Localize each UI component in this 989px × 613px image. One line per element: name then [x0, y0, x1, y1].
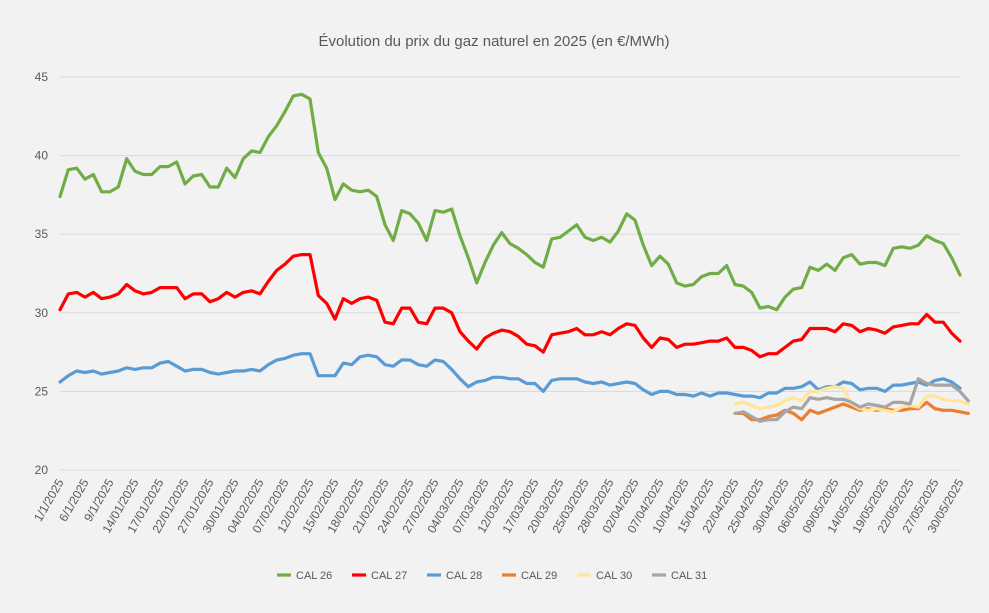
series-line-cal-26 — [58, 92, 962, 312]
y-axis-ticks: 20 25 30 35 40 45 — [35, 70, 49, 477]
y-tick-label: 20 — [35, 463, 49, 477]
gridlines — [60, 76, 960, 471]
legend: CAL 26 CAL 27 CAL 28 CAL 29 CAL 30 CAL 31 — [277, 570, 707, 582]
series-lines — [58, 92, 970, 423]
y-tick-label: 40 — [35, 149, 49, 163]
series-line-cal-27 — [58, 253, 962, 359]
x-axis-ticks: 1/1/20256/1/20259/1/202514/01/202517/01/… — [31, 476, 967, 535]
legend-label: CAL 29 — [521, 570, 557, 582]
series-line-cal-31 — [733, 377, 970, 423]
legend-label: CAL 27 — [371, 570, 407, 582]
series-line-cal-28 — [58, 352, 962, 400]
y-tick-label: 30 — [35, 306, 49, 320]
legend-label: CAL 28 — [446, 570, 482, 582]
y-tick-label: 45 — [35, 70, 49, 84]
legend-label: CAL 30 — [596, 570, 632, 582]
y-tick-label: 35 — [35, 227, 49, 241]
series-line-cal-29 — [733, 400, 970, 422]
legend-label: CAL 31 — [671, 570, 707, 582]
y-tick-label: 25 — [35, 384, 49, 398]
chart-title: Évolution du prix du gaz naturel en 2025… — [318, 33, 669, 50]
legend-label: CAL 26 — [296, 570, 332, 582]
